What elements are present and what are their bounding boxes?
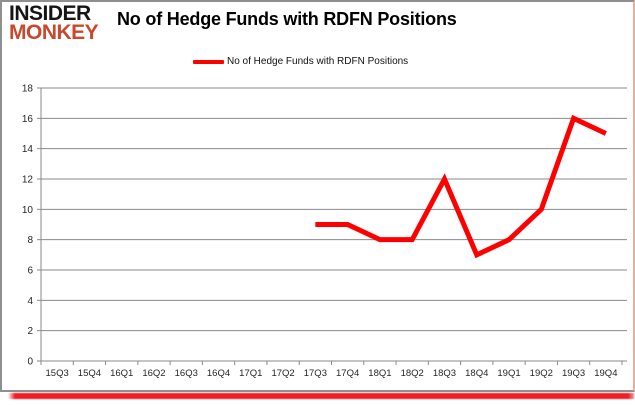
y-axis-label: 6 (27, 266, 33, 277)
x-axis-label: 18Q3 (433, 368, 456, 379)
x-axis-label: 16Q3 (175, 368, 198, 379)
legend: No of Hedge Funds with RDFN Positions (193, 56, 408, 67)
x-axis-label: 16Q2 (142, 368, 165, 379)
y-axis-label: 8 (27, 235, 33, 246)
x-axis-label: 16Q4 (207, 368, 230, 379)
x-axis-label: 17Q3 (304, 368, 327, 379)
y-axis-label: 2 (27, 326, 33, 337)
insider-monkey-logo: INSIDER MONKEY (9, 2, 99, 44)
series-line (315, 114, 607, 259)
y-axis-label: 18 (22, 84, 34, 95)
x-axis-label: 15Q3 (46, 368, 69, 379)
y-axis-label: 0 (27, 357, 33, 368)
x-axis-label: 15Q4 (78, 368, 101, 379)
y-axis-label: 4 (27, 296, 33, 307)
x-axis-label: 19Q1 (497, 368, 520, 379)
x-axis-label: 17Q4 (336, 368, 359, 379)
legend-line-swatch (193, 59, 224, 64)
x-axis-label: 19Q4 (594, 368, 617, 379)
x-axis-label: 19Q2 (530, 368, 553, 379)
x-axis-label: 19Q3 (562, 368, 585, 379)
y-axis-label: 10 (22, 205, 34, 216)
x-axis-label: 17Q1 (239, 368, 262, 379)
x-axis-label: 18Q4 (465, 368, 488, 379)
y-axis-label: 16 (22, 114, 34, 125)
chart-frame (0, 0, 635, 392)
x-axis-label: 18Q2 (401, 368, 424, 379)
y-axis-label: 12 (22, 175, 34, 186)
legend-series-label: No of Hedge Funds with RDFN Positions (227, 56, 409, 67)
x-axis-label: 18Q1 (368, 368, 391, 379)
x-axis-label: 17Q2 (271, 368, 294, 379)
red-accent-bar (8, 393, 634, 399)
logo-insider-text: INSIDER (9, 2, 91, 25)
chart-title: No of Hedge Funds with RDFN Positions (117, 9, 457, 29)
y-axis-label: 14 (22, 144, 34, 155)
logo-monkey-text: MONKEY (9, 21, 99, 44)
x-axis-label: 16Q1 (110, 368, 133, 379)
